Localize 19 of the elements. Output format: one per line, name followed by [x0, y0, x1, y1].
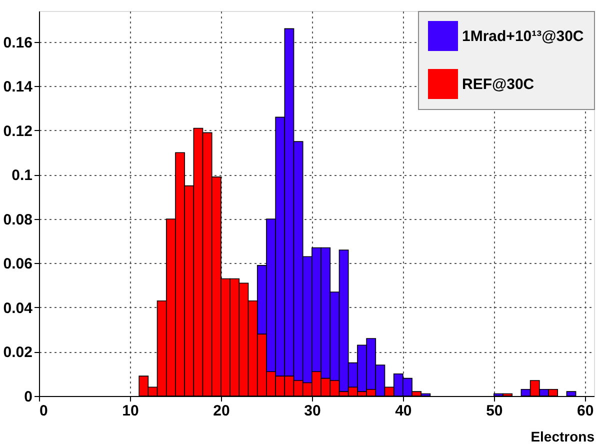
legend-label: REF@30C: [462, 76, 534, 93]
x-tick-label: 50: [486, 402, 503, 420]
y-tick-label: 0.16: [3, 34, 32, 52]
y-tick-label: 0.14: [3, 78, 34, 96]
x-tick-label: 0: [40, 402, 48, 420]
x-tick-label: 60: [577, 402, 594, 420]
y-tick-label: 0.1: [12, 167, 32, 184]
legend-label: 1Mrad+10¹³@30C: [462, 28, 584, 45]
x-tick-label: 20: [213, 402, 230, 420]
x-axis-title: Electrons: [530, 428, 595, 444]
y-tick-label: 0: [24, 388, 32, 406]
y-tick-label: 0.04: [3, 300, 34, 317]
y-tick-label: 0.02: [3, 344, 32, 362]
x-tick-label: 10: [122, 402, 139, 420]
x-tick-label: 40: [395, 402, 412, 420]
y-tick-label: 0.12: [3, 122, 32, 140]
y-tick-label: 0.08: [3, 211, 32, 228]
y-tick-label: 0.06: [3, 256, 32, 273]
x-tick-label: 30: [304, 402, 321, 420]
